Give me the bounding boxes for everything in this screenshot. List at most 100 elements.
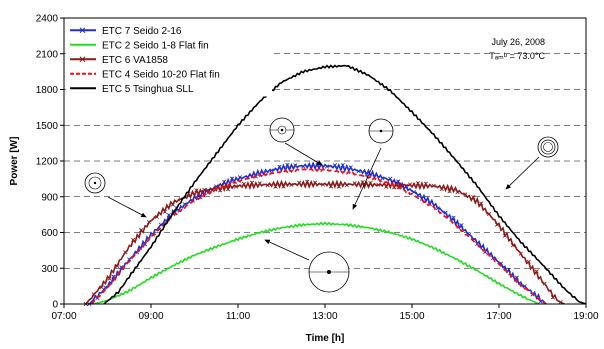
x-tick-label: 17:00 xyxy=(486,311,511,322)
y-axis-title: Power [W] xyxy=(9,137,20,186)
tube-icon-etc7 xyxy=(269,117,295,143)
series-marker-0 xyxy=(222,179,227,184)
legend-box xyxy=(66,20,272,97)
legend-marker xyxy=(79,27,86,34)
series-marker-2 xyxy=(194,188,199,193)
legend-label: ETC 2 Seido 1-8 Flat fin xyxy=(102,40,209,51)
series-marker-2 xyxy=(352,181,357,186)
series-marker-2 xyxy=(91,292,96,297)
legend-label: ETC 6 VA1858 xyxy=(102,55,168,66)
series-marker-2 xyxy=(510,243,515,248)
series-marker-2 xyxy=(407,182,413,187)
series-marker-2 xyxy=(447,189,452,194)
series-marker-0 xyxy=(166,213,171,218)
series-line-1 xyxy=(92,221,540,305)
series-marker-2 xyxy=(328,184,334,189)
series-marker-2 xyxy=(257,181,262,186)
series-marker-0 xyxy=(293,163,298,168)
series-marker-2 xyxy=(273,184,278,189)
series-marker-2 xyxy=(518,251,523,256)
y-tick-label: 300 xyxy=(41,264,58,275)
series-marker-2 xyxy=(439,186,444,192)
x-tick-label: 19:00 xyxy=(573,311,598,322)
series-marker-2 xyxy=(360,180,365,185)
arrow-etc6 xyxy=(107,196,147,218)
series-marker-0 xyxy=(380,176,385,181)
temp-annotation: Tₐₘᵇ = 73.0°C xyxy=(489,51,545,61)
y-tick-label: 600 xyxy=(41,228,58,239)
series-marker-0 xyxy=(348,165,353,170)
y-tick-label: 900 xyxy=(41,192,58,203)
series-marker-2 xyxy=(170,202,175,207)
series-marker-0 xyxy=(411,190,417,195)
series-marker-0 xyxy=(229,176,235,181)
x-tick-label: 07:00 xyxy=(51,311,76,322)
series-marker-2 xyxy=(344,183,349,188)
tube-icon-etc4 xyxy=(368,118,394,144)
series-marker-2 xyxy=(376,182,381,187)
y-tick-label: 2100 xyxy=(36,49,59,60)
series-marker-0 xyxy=(522,284,527,289)
series-marker-0 xyxy=(388,176,393,181)
series-marker-2 xyxy=(526,259,531,264)
series-line-4 xyxy=(103,64,587,305)
axis-ticks: 0 300 600 900 1200 1500 1800 2100 2400 07:00 09:00… xyxy=(36,14,599,323)
series-marker-2 xyxy=(139,228,144,233)
series-marker-2 xyxy=(542,281,547,286)
series-marker-0 xyxy=(301,164,306,169)
series-marker-0 xyxy=(158,222,163,227)
series-marker-2 xyxy=(479,201,484,206)
series-marker-2 xyxy=(241,181,247,187)
series-marker-2 xyxy=(202,187,207,192)
series-marker-2 xyxy=(423,181,428,186)
series-marker-2 xyxy=(123,250,128,255)
series-marker-0 xyxy=(459,223,464,228)
series-marker-2 xyxy=(455,190,460,195)
series-marker-2 xyxy=(162,209,167,214)
series-marker-0 xyxy=(285,162,290,168)
series-marker-2 xyxy=(115,263,120,269)
series-marker-2 xyxy=(210,188,215,193)
series-marker-2 xyxy=(99,285,104,290)
series-marker-0 xyxy=(364,172,369,177)
x-tick-label: 15:00 xyxy=(399,311,424,322)
series-marker-2 xyxy=(233,184,239,189)
series-line-2 xyxy=(85,179,565,305)
series-marker-2 xyxy=(415,181,421,186)
arrow-etc4 xyxy=(352,147,382,210)
x-tick-label: 09:00 xyxy=(138,311,163,322)
series-marker-2 xyxy=(320,182,326,187)
date-annotation: July 26, 2008 xyxy=(491,37,545,47)
legend-label: ETC 5 Tsinghua SLL xyxy=(102,84,194,95)
series-marker-2 xyxy=(146,220,152,225)
arrow-etc7 xyxy=(284,142,323,166)
series-marker-2 xyxy=(368,180,373,185)
legend: ETC 7 Seido 2-16 ETC 2 Seido 1-8 Flat fin… xyxy=(66,20,272,97)
x-tick-label: 11:00 xyxy=(226,311,251,322)
series-marker-2 xyxy=(384,184,389,189)
series-marker-0 xyxy=(237,175,243,180)
series-marker-2 xyxy=(502,233,508,238)
series-marker-2 xyxy=(265,183,270,188)
y-tick-label: 1500 xyxy=(36,121,59,132)
series-marker-0 xyxy=(332,163,337,168)
series-marker-2 xyxy=(297,180,302,185)
series-marker-0 xyxy=(269,168,274,173)
series-marker-0 xyxy=(443,210,448,215)
legend-marker xyxy=(79,56,86,63)
legend-label: ETC 4 Seido 10-20 Flat fin xyxy=(102,69,220,80)
series-marker-0 xyxy=(277,164,282,169)
series-marker-2 xyxy=(534,269,539,274)
series-marker-2 xyxy=(494,222,500,227)
legend-label: ETC 7 Seido 2-16 xyxy=(102,26,182,37)
series-layer xyxy=(83,64,587,307)
y-tick-label: 2400 xyxy=(36,14,59,25)
series-marker-0 xyxy=(356,169,361,174)
tube-icon-etc6 xyxy=(84,172,106,194)
tube-icon-etc5 xyxy=(537,136,559,158)
series-marker-0 xyxy=(340,163,345,168)
arrow-etc5 xyxy=(505,156,540,190)
series-marker-0 xyxy=(103,285,108,290)
series-marker-2 xyxy=(463,192,468,197)
series-marker-0 xyxy=(324,164,330,169)
